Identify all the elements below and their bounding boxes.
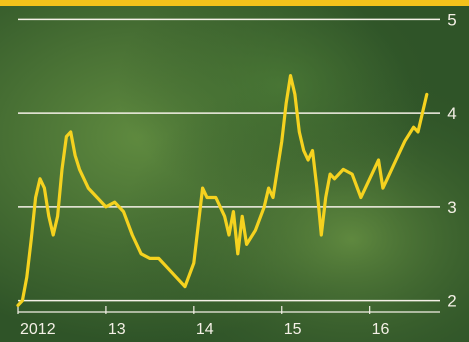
x-tick-label: 14 — [196, 321, 214, 338]
x-tick-label: 13 — [108, 321, 126, 338]
y-tick-label: 2 — [447, 292, 456, 311]
y-tick-label: 3 — [447, 198, 456, 217]
series-line — [16, 74, 429, 307]
x-tick-label: 2012 — [20, 321, 56, 338]
y-tick-label: 4 — [447, 104, 456, 123]
x-tick-label: 16 — [372, 321, 390, 338]
top-accent-bar — [0, 0, 469, 6]
y-tick-label: 5 — [447, 10, 456, 29]
x-tick-label: 15 — [284, 321, 302, 338]
